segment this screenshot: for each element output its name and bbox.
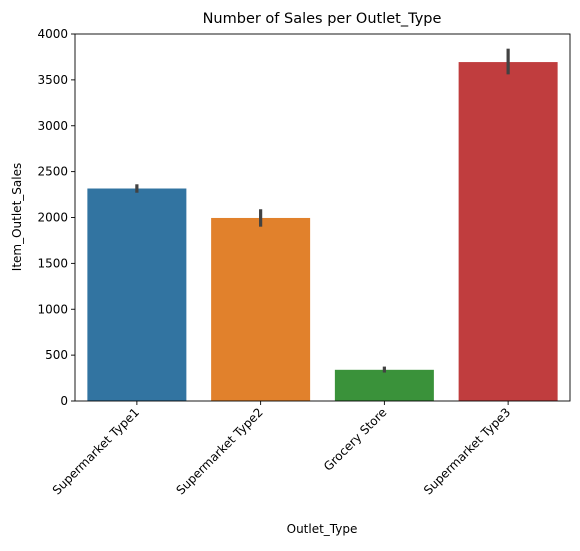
bar — [458, 62, 558, 401]
x-axis-label: Outlet_Type — [287, 522, 358, 536]
x-tick-label: Supermarket Type1 — [50, 405, 142, 497]
bar — [211, 217, 311, 401]
y-tick-label: 2500 — [37, 165, 68, 179]
y-tick-label: 3500 — [37, 73, 68, 87]
y-tick-label: 1500 — [37, 256, 68, 270]
chart-title: Number of Sales per Outlet_Type — [203, 11, 442, 27]
y-axis-label: Item_Outlet_Sales — [10, 163, 24, 271]
x-tick-label: Grocery Store — [321, 405, 389, 473]
x-tick-label: Supermarket Type2 — [173, 405, 265, 497]
bar — [334, 369, 434, 401]
x-ticks-layer: Supermarket Type1 Supermarket Type2 Grocer… — [50, 401, 513, 498]
y-tick-label: 3000 — [37, 119, 68, 133]
error-bars-layer — [135, 48, 510, 373]
y-ticks-layer: 0 500 1000 1500 2000 2500 3000 3500 4000 — [37, 27, 75, 408]
y-tick-label: 4000 — [37, 27, 68, 41]
x-tick-label: Supermarket Type3 — [421, 405, 513, 497]
bars-layer — [87, 62, 558, 401]
y-tick-label: 2000 — [37, 211, 68, 225]
y-tick-label: 0 — [60, 394, 68, 408]
bar — [87, 188, 187, 401]
y-tick-label: 1000 — [37, 302, 68, 316]
y-tick-label: 500 — [45, 348, 68, 362]
